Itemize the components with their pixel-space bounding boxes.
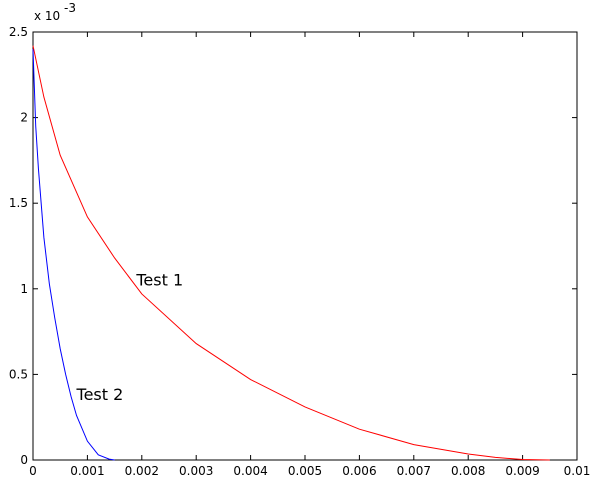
annotations: Test 1 Test 2 [76,270,184,404]
series-layer [32,45,550,461]
y-multiplier-base: x 10 [34,9,60,23]
x-tick-label: 0.007 [397,464,431,478]
y-tick-label: 2.5 [9,25,28,39]
x-axis: 0 0.001 0.002 0.003 0.004 0.005 0.006 0.007 0.00… [29,32,590,478]
y-tick-label: 1 [20,282,28,296]
x-tick-label: 0.001 [70,464,104,478]
plot-area [32,31,578,461]
x-tick-label: 0.004 [233,464,267,478]
y-tick-label: 1.5 [9,196,28,210]
y-axis: 0 0.5 1 1.5 2 2.5 [9,25,577,467]
y-tick-label: 0.5 [9,367,28,381]
y-multiplier-exponent: -3 [64,1,76,15]
series-line-test-2 [32,49,115,461]
x-tick-label: 0.008 [451,464,485,478]
x-tick-label: 0.002 [125,464,159,478]
y-axis-multiplier: x 10 -3 [34,1,76,23]
x-tick-label: 0.003 [179,464,213,478]
y-tick-label: 2 [20,111,28,125]
plot-frame [32,31,578,461]
annotation-label: Test 2 [76,385,124,404]
x-tick-label: 0.01 [564,464,591,478]
series-line-test-1 [32,45,550,461]
x-tick-label: 0.009 [505,464,539,478]
x-tick-label: 0.006 [342,464,376,478]
annotation-label: Test 1 [135,270,183,289]
x-tick-label: 0 [29,464,37,478]
y-tick-label: 0 [20,453,28,467]
x-tick-label: 0.005 [288,464,322,478]
